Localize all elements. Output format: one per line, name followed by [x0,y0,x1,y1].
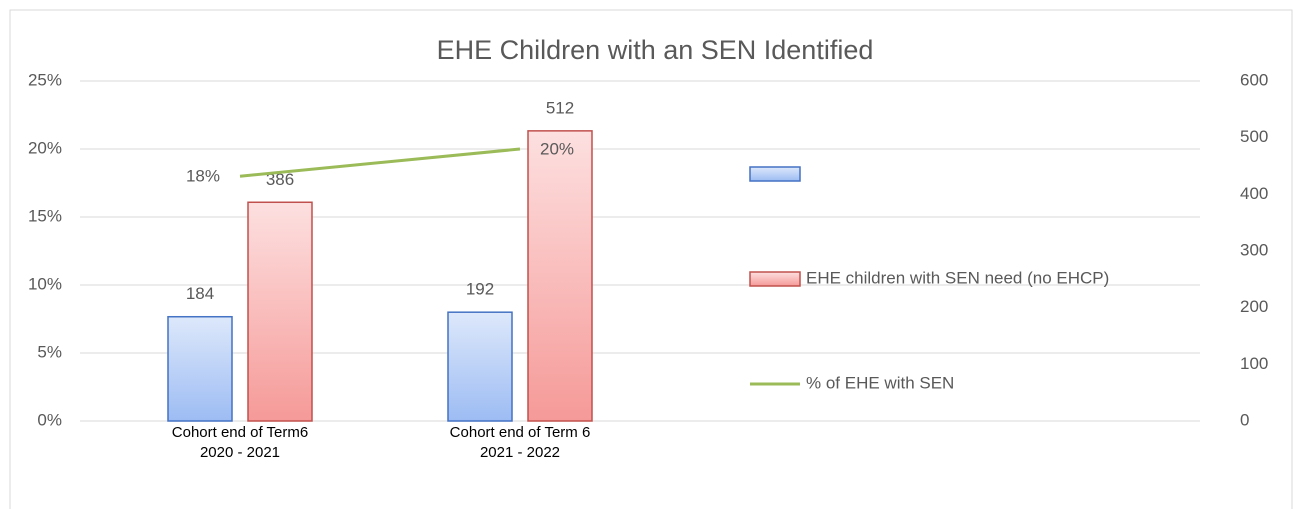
data-label: 184 [186,284,214,303]
y2-tick-label: 600 [1240,70,1268,89]
x-tick-line: Cohort end of Term6 [172,424,308,441]
data-label: 20% [540,139,574,158]
data-label: 192 [466,280,494,299]
y-tick-label: 25% [28,70,62,89]
x-tick-line: Cohort end of Term 6 [450,424,591,441]
y-tick-label: 15% [28,206,62,225]
x-tick-label: Cohort end of Term6 2020 - 2021 [172,424,308,461]
y2-tick-label: 0 [1240,410,1249,429]
bar [447,311,513,422]
chart-title: EHE Children with an SEN Identified [437,35,874,65]
legend-swatch [749,271,801,287]
chart-border [9,9,1293,509]
bar [167,315,233,422]
legend-label: % of EHE with SEN [806,373,954,392]
x-tick-label: Cohort end of Term 6 2021 - 2022 [450,424,591,461]
y2-tick-label: 100 [1240,354,1268,373]
y2-tick-label: 200 [1240,297,1268,316]
y2-tick-label: 300 [1240,240,1268,259]
x-tick-line: 2020 - 2021 [200,444,280,461]
y2-tick-label: 400 [1240,184,1268,203]
legend-label: EHE children with SEN need (no EHCP) [806,268,1109,287]
y2-tick-label: 500 [1240,127,1268,146]
y-tick-label: 0% [37,410,62,429]
x-tick-line: 2021 - 2022 [480,444,560,461]
y-tick-label: 20% [28,138,62,157]
data-label: 18% [186,167,220,186]
data-label: 512 [546,98,574,117]
y-tick-label: 10% [28,274,62,293]
bar [527,130,593,422]
line [239,147,521,178]
legend-swatch [749,166,801,182]
y-tick-label: 5% [37,342,62,361]
bar [247,201,313,422]
